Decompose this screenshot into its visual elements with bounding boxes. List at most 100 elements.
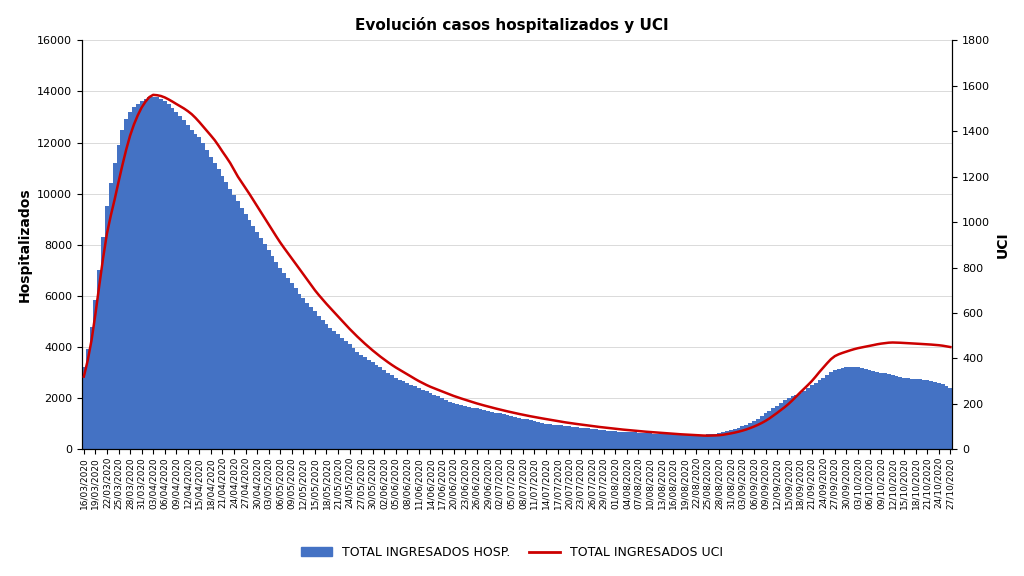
Bar bbox=[413, 386, 417, 449]
Bar bbox=[926, 380, 929, 449]
Bar bbox=[513, 417, 517, 449]
Bar bbox=[756, 419, 760, 449]
Bar bbox=[848, 367, 852, 449]
Bar bbox=[86, 349, 90, 449]
Bar bbox=[336, 334, 340, 449]
Bar bbox=[316, 316, 321, 449]
Bar bbox=[209, 157, 213, 449]
Bar bbox=[460, 405, 463, 449]
Bar bbox=[594, 429, 598, 449]
Bar bbox=[494, 412, 498, 449]
Bar bbox=[937, 383, 941, 449]
Bar bbox=[355, 351, 359, 449]
Bar bbox=[332, 331, 336, 449]
Bar bbox=[186, 124, 189, 449]
Bar bbox=[274, 262, 279, 449]
Bar bbox=[891, 375, 895, 449]
Bar bbox=[948, 388, 952, 449]
Bar bbox=[664, 434, 668, 449]
Bar bbox=[845, 367, 848, 449]
Bar bbox=[340, 338, 344, 449]
Bar bbox=[902, 378, 906, 449]
Bar bbox=[706, 434, 710, 449]
Bar bbox=[652, 434, 655, 449]
Bar bbox=[113, 163, 117, 449]
Bar bbox=[270, 256, 274, 449]
Bar bbox=[321, 320, 325, 449]
Bar bbox=[263, 244, 267, 449]
Bar bbox=[837, 369, 841, 449]
Bar bbox=[895, 376, 898, 449]
Bar bbox=[683, 435, 686, 449]
Bar bbox=[406, 383, 410, 449]
Bar bbox=[775, 406, 779, 449]
Bar bbox=[544, 424, 548, 449]
Bar bbox=[941, 384, 944, 449]
Bar bbox=[463, 406, 467, 449]
Bar bbox=[301, 298, 305, 449]
Bar bbox=[821, 378, 825, 449]
Bar bbox=[498, 414, 502, 449]
Bar bbox=[143, 99, 147, 449]
Bar bbox=[644, 433, 648, 449]
Bar bbox=[622, 432, 625, 449]
Bar bbox=[182, 120, 186, 449]
Bar bbox=[825, 375, 829, 449]
Bar bbox=[714, 434, 718, 449]
Bar bbox=[617, 431, 622, 449]
Bar bbox=[783, 400, 786, 449]
Bar bbox=[502, 414, 506, 449]
Bar bbox=[329, 328, 332, 449]
Bar bbox=[475, 408, 478, 449]
Bar bbox=[702, 435, 706, 449]
Bar bbox=[655, 434, 659, 449]
Bar bbox=[841, 368, 845, 449]
Bar bbox=[124, 119, 128, 449]
Bar bbox=[528, 420, 532, 449]
Bar bbox=[220, 176, 224, 449]
Bar bbox=[390, 376, 394, 449]
Bar bbox=[871, 371, 876, 449]
Bar bbox=[290, 283, 294, 449]
Bar bbox=[379, 367, 382, 449]
Bar bbox=[633, 433, 637, 449]
Bar bbox=[117, 145, 121, 449]
Bar bbox=[863, 369, 867, 449]
Bar bbox=[583, 428, 587, 449]
Bar bbox=[609, 431, 613, 449]
Bar bbox=[121, 130, 124, 449]
Bar bbox=[478, 409, 482, 449]
Bar bbox=[887, 374, 891, 449]
Bar bbox=[394, 378, 397, 449]
Bar bbox=[718, 433, 721, 449]
Bar bbox=[806, 388, 810, 449]
Bar bbox=[486, 411, 490, 449]
Bar bbox=[648, 433, 652, 449]
Bar bbox=[421, 389, 425, 449]
Bar bbox=[556, 425, 559, 449]
Bar bbox=[232, 195, 236, 449]
Bar bbox=[248, 220, 251, 449]
Bar bbox=[829, 372, 833, 449]
Bar bbox=[760, 416, 764, 449]
Bar bbox=[574, 427, 579, 449]
Bar bbox=[913, 379, 918, 449]
Bar bbox=[587, 429, 590, 449]
Bar bbox=[82, 367, 86, 449]
Bar bbox=[159, 99, 163, 449]
Bar bbox=[906, 378, 910, 449]
Bar bbox=[860, 368, 863, 449]
Bar bbox=[128, 112, 132, 449]
Bar bbox=[532, 421, 537, 449]
Bar bbox=[440, 398, 444, 449]
Bar bbox=[163, 101, 167, 449]
Bar bbox=[202, 143, 205, 449]
Bar bbox=[679, 435, 683, 449]
Bar bbox=[198, 138, 202, 449]
Bar bbox=[444, 400, 447, 449]
Bar bbox=[259, 238, 263, 449]
Bar bbox=[690, 435, 694, 449]
Bar bbox=[313, 311, 316, 449]
Bar bbox=[228, 188, 232, 449]
Bar bbox=[174, 112, 178, 449]
